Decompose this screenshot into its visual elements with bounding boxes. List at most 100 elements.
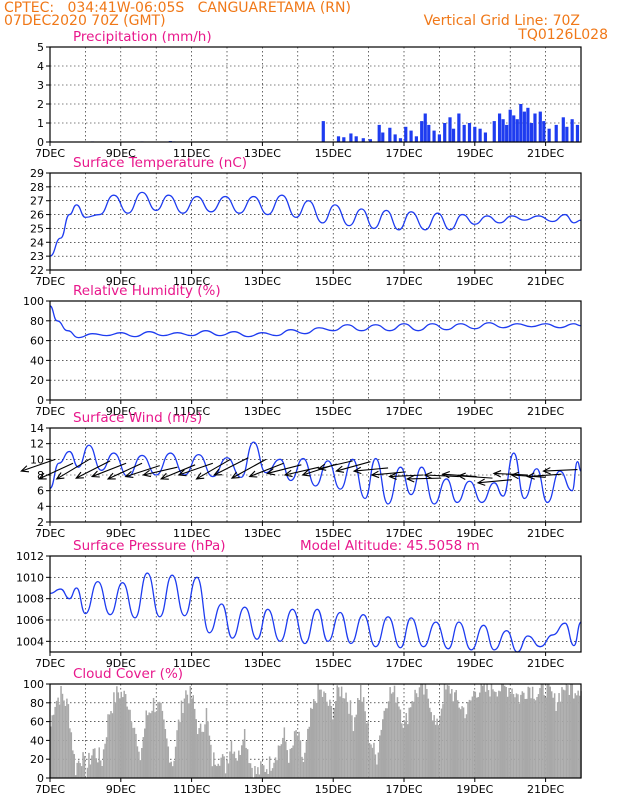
temperature-ytick-label: 28 xyxy=(30,181,44,194)
precipitation-xtick-label: 11DEC xyxy=(173,147,210,160)
wind-arrow-shaft xyxy=(458,475,493,479)
precipitation-bar xyxy=(377,124,381,142)
cloud-cover-bar xyxy=(404,721,406,778)
cloud-cover-bar xyxy=(442,704,444,778)
cloud-cover-bar xyxy=(312,699,315,778)
cloud-cover-bar xyxy=(60,686,62,778)
cloud-cover-bar xyxy=(243,728,246,778)
cloud-cover-bar xyxy=(129,709,131,778)
cloud-cover-bar xyxy=(94,748,96,778)
precipitation-xtick-label: 9DEC xyxy=(106,147,136,160)
cloud-cover-bar xyxy=(268,756,271,778)
wind-wind-arrow xyxy=(37,462,74,480)
cloud-cover-bar xyxy=(69,728,71,778)
pressure-ytick-label: 1008 xyxy=(16,593,44,606)
cloud-cover-bar xyxy=(83,755,86,778)
cloud-cover-bar xyxy=(439,715,441,778)
cloud-cover-frame xyxy=(49,683,582,779)
cloud-cover-bar xyxy=(577,690,579,778)
cloud-cover-bar xyxy=(74,775,77,778)
cloud-cover-bar xyxy=(496,696,499,778)
cloud-cover-bar xyxy=(141,748,143,778)
wind-arrow-head xyxy=(159,472,169,480)
wind-wind-arrow xyxy=(213,457,249,476)
cloud-cover-bar xyxy=(157,702,159,778)
cloud-cover-bar xyxy=(543,695,546,778)
cloud-cover-bar xyxy=(173,760,175,778)
precipitation-xtick-label: 21DEC xyxy=(527,147,564,160)
cloud-cover-bar xyxy=(358,699,361,778)
cloud-cover-bar xyxy=(217,763,219,778)
wind-ytick-label: 12 xyxy=(30,438,44,451)
cloud-cover-bar xyxy=(558,693,560,778)
cloud-cover-bar xyxy=(163,719,165,778)
cloud-cover-bar xyxy=(307,728,309,778)
cloud-cover-bar xyxy=(301,756,303,778)
wind-wind-arrow xyxy=(542,467,578,475)
cloud-cover-bar xyxy=(484,691,487,778)
cloud-cover-bar xyxy=(148,712,150,778)
cloud-cover-bar xyxy=(462,707,465,778)
cloud-cover-bar xyxy=(489,696,491,778)
cloud-cover-bar xyxy=(107,714,109,778)
cloud-cover-bar xyxy=(233,751,236,778)
cloud-cover-bar xyxy=(258,774,261,778)
cloud-cover-bar xyxy=(389,687,391,778)
cloud-cover-bar xyxy=(424,684,427,778)
cloud-cover-bar xyxy=(192,695,195,778)
cloud-cover-bar xyxy=(467,702,469,778)
cloud-cover-bar xyxy=(448,685,450,778)
wind-arrow-head xyxy=(492,470,502,478)
cloud-cover-bar xyxy=(317,684,319,778)
cloud-cover-bar xyxy=(346,701,349,778)
pressure-frame xyxy=(49,555,582,653)
wind-arrow-shaft xyxy=(354,467,389,472)
cloud-cover-bar xyxy=(459,709,462,778)
wind-arrow-head xyxy=(124,470,134,479)
humidity-xtick-label: 11DEC xyxy=(173,405,210,418)
cloud-cover-bar xyxy=(182,713,184,778)
wind-xtick-label: 19DEC xyxy=(456,527,493,540)
cloud-cover-bar xyxy=(265,769,268,778)
cloud-cover-bar xyxy=(179,722,181,778)
cloud-cover-bar xyxy=(418,687,421,778)
cloud-cover-bar xyxy=(509,694,512,778)
cloud-cover-bar xyxy=(224,773,227,778)
cloud-cover-xtick-label: 21DEC xyxy=(527,783,564,796)
wind-wind-arrow xyxy=(106,462,143,480)
cloud-cover-bar xyxy=(528,687,531,778)
cloud-cover-bar xyxy=(574,693,576,778)
precipitation-xtick-label: 7DEC xyxy=(35,147,65,160)
cloud-cover-bar xyxy=(437,725,440,778)
temperature-ytick-label: 23 xyxy=(30,250,44,263)
wind-arrow-shaft xyxy=(196,458,231,480)
precipitation-bar xyxy=(483,132,488,142)
cloud-cover-bar xyxy=(308,726,311,778)
cloud-cover-bar xyxy=(501,684,503,778)
cloud-cover-bar xyxy=(426,688,428,778)
wind-wind-arrow xyxy=(370,470,406,479)
cloud-cover-bar xyxy=(293,731,296,778)
precipitation-bar xyxy=(515,119,519,142)
cloud-cover-ytick-label: 20 xyxy=(30,753,44,766)
cloud-cover-bar xyxy=(336,685,338,778)
cloud-cover-bar xyxy=(443,684,446,778)
wind-wind-arrow xyxy=(230,458,267,479)
cloud-cover-bar xyxy=(446,684,449,778)
cloud-cover-ytick-label: 0 xyxy=(37,772,44,785)
cloud-cover-bar xyxy=(503,685,506,778)
cloud-cover-bar xyxy=(433,715,435,778)
cloud-cover-bar xyxy=(562,689,565,778)
cloud-cover-bar xyxy=(310,707,312,778)
humidity-ytick-label: 100 xyxy=(23,295,44,308)
precipitation-ytick-label: 5 xyxy=(37,41,44,54)
precipitation-bar xyxy=(342,137,346,142)
cloud-cover-bar xyxy=(113,692,115,778)
wind-wind-arrow xyxy=(55,458,91,480)
humidity-ytick-label: 20 xyxy=(30,374,44,387)
wind-arrow-shaft xyxy=(493,472,528,476)
humidity-ytick-label: 40 xyxy=(30,354,44,367)
cloud-cover-bar xyxy=(549,686,551,778)
cloud-cover-bar xyxy=(523,692,525,778)
cloud-cover-bar xyxy=(151,710,153,778)
